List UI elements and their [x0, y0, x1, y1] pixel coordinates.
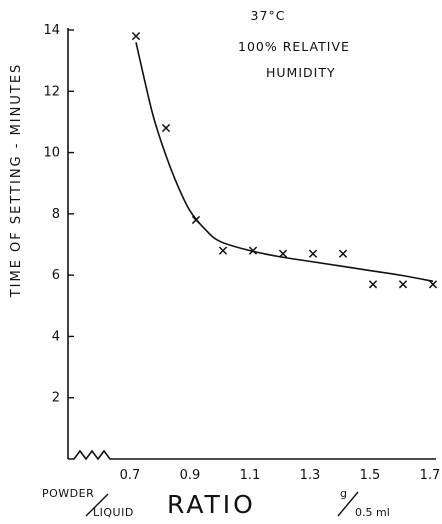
x-tick-label: 1.7 — [420, 468, 441, 483]
x-tick-label: 0.7 — [120, 468, 141, 483]
data-point — [428, 280, 438, 289]
y-tick-label: 4 — [52, 329, 60, 344]
fit-curve — [135, 42, 434, 283]
data-point — [248, 246, 258, 255]
x-label-unit-volume: 0.5 ml — [355, 506, 390, 519]
x-label-ratio: RATIO — [167, 490, 256, 519]
x-label-fraction-slash — [85, 493, 109, 517]
data-point — [131, 31, 141, 41]
y-tick-label: 2 — [52, 391, 60, 406]
data-point — [191, 215, 201, 225]
y-tick-label: 12 — [43, 84, 60, 99]
annotation-humidity-line2: HUMIDITY — [266, 65, 336, 80]
y-tick-label: 14 — [43, 23, 60, 38]
y-ticks: 2 4 6 8 10 12 14 — [43, 23, 74, 406]
data-points — [131, 31, 438, 289]
x-tick-label: 0.9 — [180, 468, 201, 483]
x-tick-label: 1.3 — [300, 468, 321, 483]
x-axis-line — [68, 449, 436, 461]
x-label-unit-grams: g — [340, 487, 347, 500]
x-tick-label: 1.1 — [240, 468, 261, 483]
x-label-liquid: LIQUID — [93, 506, 134, 519]
data-point — [278, 249, 288, 258]
data-point — [338, 249, 348, 258]
x-tick-label: 1.5 — [360, 468, 381, 483]
annotation-humidity-line1: 100% RELATIVE — [238, 39, 350, 54]
x-ticks: 0.7 0.9 1.1 1.3 1.5 1.7 — [120, 468, 441, 483]
axes — [67, 28, 436, 461]
annotation-temperature: 37°C — [251, 8, 286, 23]
y-tick-label: 10 — [43, 146, 60, 161]
data-point — [218, 246, 228, 255]
data-point — [161, 123, 171, 133]
y-tick-label: 6 — [52, 268, 60, 283]
x-label-powder: POWDER — [42, 487, 94, 500]
data-point — [308, 249, 318, 258]
y-tick-label: 8 — [52, 207, 60, 222]
data-point — [368, 280, 378, 289]
data-point — [398, 280, 408, 289]
x-label-unit-slash — [337, 491, 359, 517]
y-axis-label: TIME OF SETTING - MINUTES — [9, 63, 24, 299]
